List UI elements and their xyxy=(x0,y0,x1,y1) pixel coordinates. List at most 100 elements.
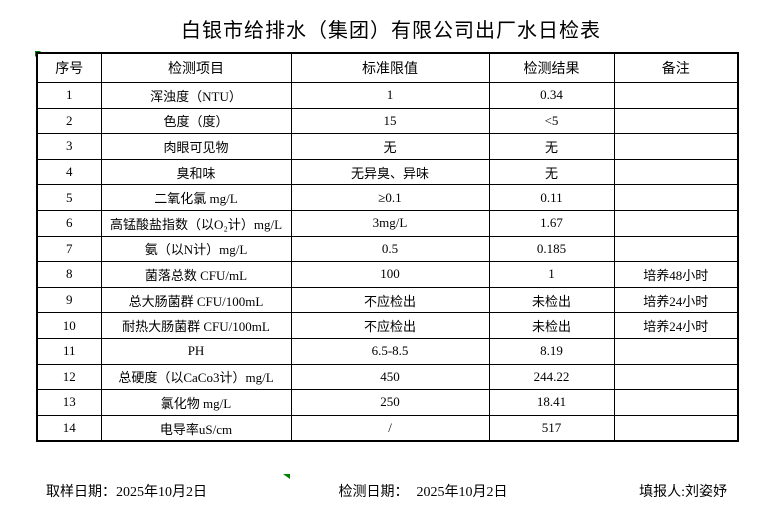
cell-item: 电导率uS/cm xyxy=(100,414,292,442)
cell-limit: 250 xyxy=(290,389,490,416)
cell-item: 肉眼可见物 xyxy=(100,133,292,160)
table-row: 14 电导率uS/cm/517 xyxy=(36,414,739,442)
cell-remark: 培养48小时 xyxy=(613,261,739,288)
cell-result: 0.11 xyxy=(488,184,615,211)
cell-item: 浑浊度（NTU） xyxy=(100,82,292,109)
test-date-value: 2025年10月2日 xyxy=(416,485,508,500)
footer: 取样日期：2025年10月2日 检测日期： 2025年10月2日 填报人:刘姿妤 xyxy=(36,481,737,501)
table-row: 6 高锰酸盐指数（以O₂计）mg/L 3mg/L 1.67 xyxy=(36,209,739,237)
cell-serial: 14 xyxy=(36,414,102,442)
cell-serial: 7 xyxy=(36,235,102,263)
sample-date-group: 取样日期：2025年10月2日 xyxy=(46,481,207,501)
cell-limit: 无异臭、异味 xyxy=(290,158,490,186)
cell-item: 总大肠菌群 CFU/100mL xyxy=(100,286,292,314)
cell-result: 1.67 xyxy=(488,209,615,237)
table-row: 13 氯化物 mg/L 250 18.41 xyxy=(36,389,739,416)
cell-item: 色度（度） xyxy=(100,107,292,135)
cell-item: 总硬度（以CaCo3计）mg/L xyxy=(100,363,292,391)
cell-remark xyxy=(613,133,739,160)
cell-serial: 4 xyxy=(36,158,102,186)
inspection-table: 序号 检测项目 标准限值 检测结果 备注 1 浑浊度（NTU） 1 0.34 2 色度（度… xyxy=(36,52,739,443)
table-row: 8 菌落总数 CFU/mL 100 1 培养48小时 xyxy=(36,261,739,288)
cell-item: 耐热大肠菌群 CFU/100mL xyxy=(100,312,292,339)
cell-serial: 6 xyxy=(36,209,102,237)
table-row: 5 二氧化氯 mg/L ≥0.1 0.11 xyxy=(36,184,739,211)
cell-result: 0.185 xyxy=(488,235,615,263)
test-date-label: 检测日期： xyxy=(338,485,409,500)
cell-serial: 13 xyxy=(36,389,102,416)
cell-remark xyxy=(613,158,739,186)
cell-item: 二氧化氯 mg/L xyxy=(100,184,292,211)
cell-limit: 无 xyxy=(290,133,490,160)
reporter-label: 填报人: xyxy=(639,485,685,500)
cell-result: 未检出 xyxy=(488,312,615,339)
cell-remark xyxy=(613,337,739,365)
table-row: 10 耐热大肠菌群 CFU/100mL 不应检出 未检出 培养24小时 xyxy=(36,312,739,339)
header-remark: 备注 xyxy=(613,52,739,83)
cell-limit: 100 xyxy=(290,261,490,288)
table-row: 7 氨（以N计）mg/L 0.5 0.185 xyxy=(36,235,739,263)
sample-date-value: 2025年10月2日 xyxy=(116,485,207,500)
cell-remark: 培养24小时 xyxy=(613,312,739,339)
sample-date-label: 取样日期： xyxy=(46,485,116,500)
table-bottom-marker-icon xyxy=(283,474,290,479)
table-row: 9 总大肠菌群 CFU/100mL 不应检出 未检出 培养24小时 xyxy=(36,286,739,314)
cell-remark: 培养24小时 xyxy=(613,286,739,314)
table-row: 1 浑浊度（NTU） 1 0.34 xyxy=(36,82,739,109)
cell-result: 未检出 xyxy=(488,286,615,314)
header-item: 检测项目 xyxy=(100,52,292,83)
cell-item: 菌落总数 CFU/mL xyxy=(100,261,292,288)
table-row: 2 色度（度） 15 <5 xyxy=(36,107,739,135)
table-row: 11 PH 6.5-8.5 8.19 xyxy=(36,337,739,365)
cell-limit: 不应检出 xyxy=(290,286,490,314)
cell-result: 无 xyxy=(488,133,615,160)
header-limit: 标准限值 xyxy=(290,52,490,83)
test-date-group: 检测日期： 2025年10月2日 xyxy=(339,481,508,501)
header-row: 序号 检测项目 标准限值 检测结果 备注 xyxy=(36,52,739,83)
cell-serial: 12 xyxy=(36,363,102,391)
cell-serial: 1 xyxy=(36,82,102,109)
cell-limit: 6.5-8.5 xyxy=(290,337,490,365)
cell-serial: 10 xyxy=(36,312,102,339)
cell-serial: 11 xyxy=(36,337,102,365)
cell-serial: 9 xyxy=(36,286,102,314)
table-header: 序号 检测项目 标准限值 检测结果 备注 xyxy=(36,52,739,83)
cell-remark xyxy=(613,209,739,237)
cell-limit: 不应检出 xyxy=(290,312,490,339)
page-title: 白银市给排水（集团）有限公司出厂水日检表 xyxy=(181,20,601,42)
table-row: 3 肉眼可见物无无 xyxy=(36,133,739,160)
cell-result: 18.41 xyxy=(488,389,615,416)
cell-limit: 15 xyxy=(290,107,490,135)
reporter-group: 填报人:刘姿妤 xyxy=(639,481,727,501)
table-body: 1 浑浊度（NTU） 1 0.34 2 色度（度） 15 <5 3 肉眼可见物无无 4 臭和味 无异臭、… xyxy=(36,82,739,442)
reporter-value: 刘姿妤 xyxy=(684,485,727,500)
cell-result: 0.34 xyxy=(488,82,615,109)
cell-serial: 5 xyxy=(36,184,102,211)
header-result: 检测结果 xyxy=(488,52,615,83)
cell-limit: 3mg/L xyxy=(290,209,490,237)
cell-limit: / xyxy=(290,414,490,442)
cell-item: 氯化物 mg/L xyxy=(100,389,292,416)
cell-remark xyxy=(613,414,739,442)
cell-item: 高锰酸盐指数（以O₂计）mg/L xyxy=(100,209,292,237)
cell-remark xyxy=(613,107,739,135)
cell-result: <5 xyxy=(488,107,615,135)
cell-limit: ≥0.1 xyxy=(290,184,490,211)
cell-remark xyxy=(613,389,739,416)
cell-result: 无 xyxy=(488,158,615,186)
cell-limit: 1 xyxy=(290,82,490,109)
cell-remark xyxy=(613,184,739,211)
cell-result: 517 xyxy=(488,414,615,442)
table-row: 12 总硬度（以CaCo3计）mg/L 450 244.22 xyxy=(36,363,739,391)
cell-limit: 0.5 xyxy=(290,235,490,263)
cell-remark xyxy=(613,363,739,391)
cell-remark xyxy=(613,235,739,263)
cell-serial: 8 xyxy=(36,261,102,288)
cell-result: 1 xyxy=(488,261,615,288)
cell-item: 臭和味 xyxy=(100,158,292,186)
cell-item: PH xyxy=(100,337,292,365)
cell-remark xyxy=(613,82,739,109)
cell-limit: 450 xyxy=(290,363,490,391)
cell-item: 氨（以N计）mg/L xyxy=(100,235,292,263)
